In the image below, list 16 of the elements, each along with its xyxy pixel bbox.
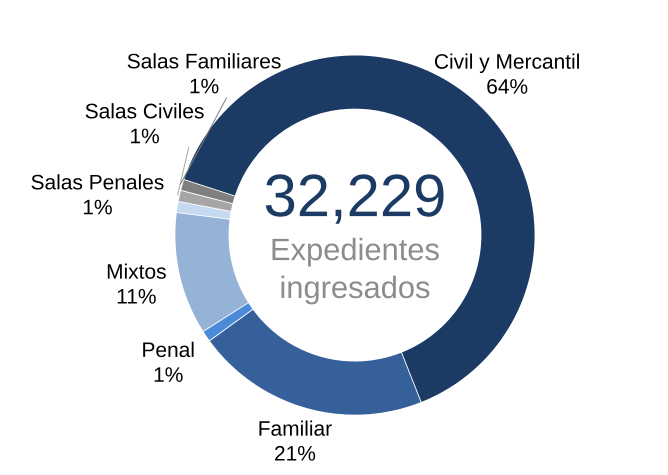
slice-label: Penal bbox=[143, 342, 194, 358]
data-label: 64% bbox=[487, 78, 528, 94]
slice-label: Salas Penales bbox=[32, 174, 164, 190]
text: Expedientes ingresados bbox=[272, 238, 439, 304]
slice-label: Familiar bbox=[259, 420, 332, 436]
data-label: 1% bbox=[84, 200, 112, 214]
data-label: 1% bbox=[154, 367, 183, 382]
slice-label: Mixtos bbox=[108, 263, 166, 279]
text: 32,229 bbox=[266, 174, 444, 224]
slice-label: Civil y Mercantil bbox=[434, 54, 579, 74]
data-label: 21% bbox=[275, 446, 316, 461]
data-label: 1% bbox=[190, 78, 218, 94]
data-label: 11% bbox=[118, 289, 156, 304]
slice-label: Salas Familiares bbox=[128, 53, 281, 69]
slice-label: Salas Civiles bbox=[86, 103, 204, 118]
data-label: 1% bbox=[131, 128, 159, 144]
